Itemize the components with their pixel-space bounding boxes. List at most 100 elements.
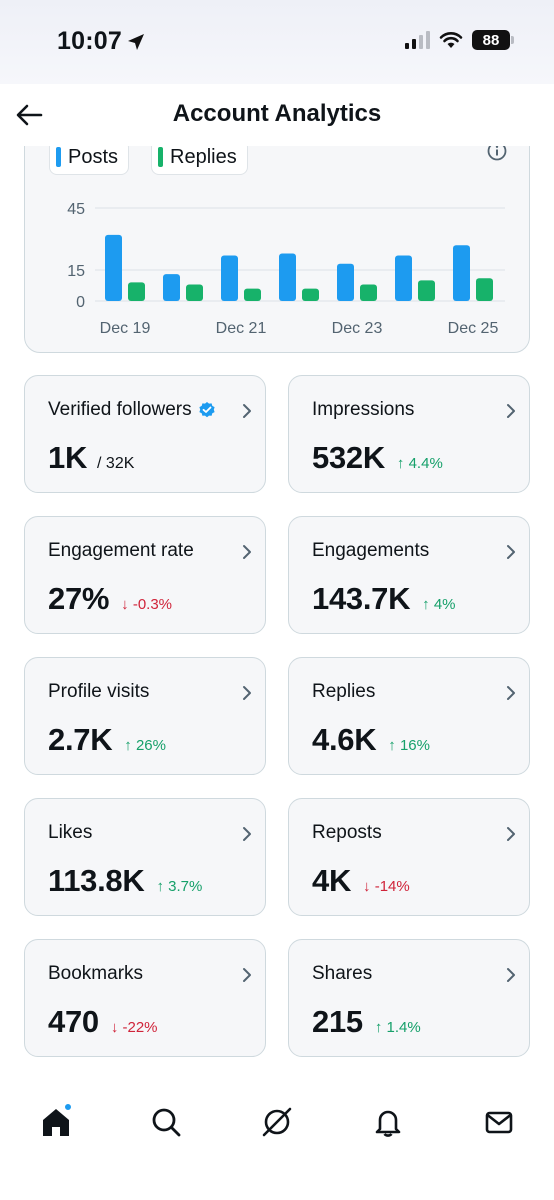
stat-label-text: Engagements (312, 540, 430, 561)
stat-change: ↑ 4% (422, 596, 455, 613)
stat-value: 4K (312, 863, 352, 898)
stat-row: 27% ↓ -0.3% (48, 581, 265, 617)
stat-change: ↑ 1.4% (375, 1019, 421, 1036)
stat-row: 1K / 32K (48, 440, 265, 476)
y-tick-label: 0 (76, 294, 85, 311)
stat-label: Impressions (312, 398, 529, 422)
grok-icon (262, 1107, 292, 1137)
chevron-right-icon (243, 404, 251, 418)
page-title: Account Analytics (172, 100, 382, 127)
stat-row: 143.7K ↑ 4% (312, 581, 529, 617)
bar-replies-dec-24 (418, 280, 435, 301)
header: Account Analytics (0, 84, 554, 146)
nav-home[interactable] (34, 1100, 78, 1144)
chevron-right-icon (243, 686, 251, 700)
stat-change: ↓ -22% (111, 1019, 158, 1036)
status-bar: 10:07 88 (0, 0, 554, 84)
stat-label: Bookmarks (48, 962, 265, 986)
bar-posts-dec-24 (395, 255, 412, 301)
stat-change-value: 16% (399, 737, 430, 754)
stat-row: 2.7K ↑ 26% (48, 722, 265, 758)
back-button[interactable] (14, 100, 44, 130)
stat-label-text: Engagement rate (48, 540, 194, 561)
verified-badge-icon (199, 402, 215, 418)
status-icons: 88 (405, 30, 514, 50)
x-tick-label: Dec 21 (216, 320, 267, 337)
home-icon (43, 1109, 69, 1136)
bar-posts-dec-23 (337, 263, 354, 301)
stat-value: 27% (48, 581, 110, 616)
stat-value: 215 (312, 1004, 363, 1039)
stat-change-value: 3.7% (168, 878, 203, 895)
stat-label: Shares (312, 962, 529, 986)
stat-total: / 32K (97, 455, 135, 472)
stat-change: ↑ 4.4% (397, 455, 443, 472)
stat-change-value: -0.3% (132, 596, 173, 613)
stat-card-shares[interactable]: Shares 215 ↑ 1.4% (288, 939, 530, 1057)
arrow-left-icon (16, 104, 43, 126)
stat-card-engagements[interactable]: Engagements 143.7K ↑ 4% (288, 516, 530, 634)
stat-change-arrow-icon: ↑ (422, 596, 434, 613)
stat-card-profile-visits[interactable]: Profile visits 2.7K ↑ 26% (24, 657, 266, 775)
battery-icon: 88 (472, 30, 514, 50)
messages-icon (485, 1111, 513, 1134)
stat-label-text: Impressions (312, 399, 415, 420)
bar-replies-dec-25 (476, 278, 493, 301)
bottom-nav (0, 1080, 554, 1200)
chevron-right-icon (243, 968, 251, 982)
stat-label: Reposts (312, 821, 529, 845)
stat-label-text: Verified followers (48, 399, 192, 420)
stat-change: ↑ 16% (388, 737, 430, 754)
stat-card-bookmarks[interactable]: Bookmarks 470 ↓ -22% (24, 939, 266, 1057)
stat-row: 470 ↓ -22% (48, 1004, 265, 1040)
stat-card-likes[interactable]: Likes 113.8K ↑ 3.7% (24, 798, 266, 916)
stat-label-text: Reposts (312, 822, 382, 843)
stat-row: 4.6K ↑ 16% (312, 722, 529, 758)
nav-search[interactable] (144, 1100, 188, 1144)
location-arrow-icon (127, 33, 144, 50)
stat-change-value: 1.4% (386, 1019, 421, 1036)
bar-replies-dec-23 (360, 284, 377, 301)
stat-change-arrow-icon: ↑ (396, 455, 409, 472)
stat-value: 1K (48, 440, 88, 475)
legend-replies-label: Replies (170, 145, 237, 168)
battery-level: 88 (482, 31, 500, 49)
stat-change-value: -22% (122, 1019, 158, 1036)
stat-label: Likes (48, 821, 265, 845)
x-tick-label: Dec 25 (448, 320, 499, 337)
stat-change-value: -14% (374, 878, 410, 895)
stat-card-engagement-rate[interactable]: Engagement rate 27% ↓ -0.3% (24, 516, 266, 634)
stat-change-arrow-icon: ↑ (388, 737, 400, 754)
bar-posts-dec-21 (221, 255, 238, 301)
signal-icon (405, 31, 430, 49)
stat-value: 4.6K (312, 722, 377, 757)
nav-grok[interactable] (255, 1100, 299, 1144)
legend-replies-swatch (158, 147, 164, 167)
chart-card: 0 15 45 Dec 19 Dec 21 Dec 23 Dec 25 Posts Repl… (24, 110, 530, 353)
stat-label-text: Shares (312, 963, 373, 984)
stat-card-verified-followers[interactable]: Verified followers 1K / 32K (24, 375, 266, 493)
chevron-right-icon (507, 404, 515, 418)
stat-card-reposts[interactable]: Reposts 4K ↓ -14% (288, 798, 530, 916)
chevron-right-icon (507, 545, 515, 559)
stat-change-arrow-icon: ↓ (110, 1019, 123, 1036)
stat-row: 4K ↓ -14% (312, 863, 529, 899)
legend-posts-swatch (56, 147, 61, 167)
bar-replies-dec-21 (244, 288, 261, 301)
stat-change-value: 26% (135, 737, 166, 754)
stat-value: 532K (312, 440, 385, 475)
stat-card-replies[interactable]: Replies 4.6K ↑ 16% (288, 657, 530, 775)
nav-messages[interactable] (477, 1100, 521, 1144)
stat-change-arrow-icon: ↓ (121, 596, 133, 613)
chevron-right-icon (507, 827, 515, 841)
stat-value: 113.8K (48, 863, 145, 898)
stat-label-text: Likes (48, 822, 93, 843)
stat-change-arrow-icon: ↑ (374, 1019, 387, 1036)
chevron-right-icon (243, 545, 251, 559)
chevron-right-icon (507, 686, 515, 700)
chevron-right-icon (507, 968, 515, 982)
stat-change: ↑ 3.7% (156, 878, 202, 895)
nav-notifications[interactable] (366, 1100, 410, 1144)
wifi-icon (439, 32, 463, 48)
stat-card-impressions[interactable]: Impressions 532K ↑ 4.4% (288, 375, 530, 493)
